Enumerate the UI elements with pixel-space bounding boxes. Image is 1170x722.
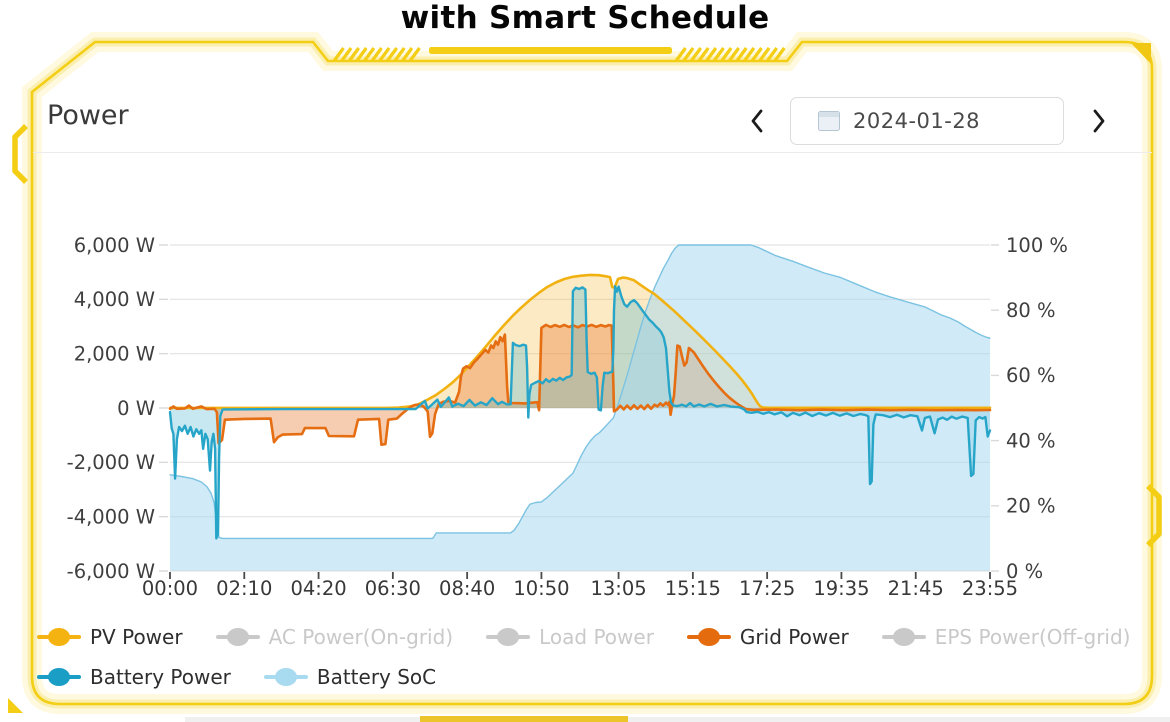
- y-axis-left-label: -4,000 W: [67, 505, 155, 528]
- legend-row-2: Battery Power Battery SoC: [37, 657, 1130, 697]
- y-axis-left-label: 2,000 W: [74, 342, 155, 365]
- grid-power-line: [168, 323, 992, 446]
- legend-marker: [37, 627, 81, 647]
- x-axis-label: 10:50: [513, 577, 569, 600]
- battery-power-line: [168, 285, 992, 540]
- x-axis-label: 19:35: [813, 577, 869, 600]
- legend-pv-power[interactable]: PV Power: [37, 625, 183, 649]
- y-axis-right-label: 100 %: [1006, 234, 1068, 257]
- calendar-icon: [818, 111, 840, 131]
- x-axis-label: 21:45: [888, 577, 944, 600]
- page-title: with Smart Schedule: [400, 0, 770, 36]
- hazard-stripes-left: [332, 47, 421, 62]
- legend-battery-power[interactable]: Battery Power: [37, 665, 231, 689]
- y-axis-left-label: -2,000 W: [67, 451, 155, 474]
- pv-power-line: [168, 273, 992, 410]
- chevron-right-icon: [1093, 109, 1105, 133]
- y-axis-left-label: 4,000 W: [74, 288, 155, 311]
- frame-left-tab: [12, 124, 28, 184]
- series-fills: [170, 245, 990, 571]
- x-axis-label: 15:15: [665, 577, 721, 600]
- legend-marker: [37, 667, 81, 687]
- frame-bottom-triangle: [8, 698, 23, 713]
- y-axis-right-label: 80 %: [1006, 299, 1056, 322]
- header-divider: [33, 152, 1152, 153]
- chart-legend: PV Power AC Power(On-grid) Load Power Grid …: [37, 617, 1130, 697]
- next-day-button[interactable]: [1086, 105, 1112, 137]
- x-axis-label: 13:05: [590, 577, 646, 600]
- legend-load-power[interactable]: Load Power: [486, 625, 654, 649]
- frame-bottom-bar: [420, 716, 628, 722]
- legend-label: Grid Power: [739, 625, 849, 649]
- legend-marker: [486, 627, 531, 647]
- x-axis-label: 08:40: [439, 577, 495, 600]
- series-lines: [168, 244, 992, 540]
- y-axis-right-label: 40 %: [1006, 429, 1056, 452]
- frame-bottom-shadow: [185, 717, 1170, 722]
- x-axis-label: 06:30: [365, 577, 421, 600]
- legend-label: Battery SoC: [316, 665, 437, 689]
- x-axis-label: 17:25: [739, 577, 795, 600]
- legend-label: EPS Power(Off-grid): [934, 625, 1131, 649]
- legend-label: Battery Power: [90, 665, 231, 689]
- frame-outline: [30, 40, 1154, 706]
- legend-marker: [215, 627, 260, 647]
- date-value: 2024-01-28: [853, 109, 981, 133]
- legend-row-1: PV Power AC Power(On-grid) Load Power Grid …: [37, 617, 1130, 657]
- date-picker[interactable]: 2024-01-28: [790, 97, 1064, 145]
- hazard-stripes-right: [674, 47, 786, 62]
- legend-marker: [881, 627, 926, 647]
- pv-power-area: [170, 274, 990, 408]
- legend-label: AC Power(On-grid): [268, 625, 454, 649]
- x-axis-label: 02:10: [216, 577, 272, 600]
- previous-day-button[interactable]: [744, 105, 770, 137]
- frame-right-tab: [1146, 484, 1162, 547]
- y-axis-right-label: 60 %: [1006, 364, 1056, 387]
- y-axis-left-label: 0 W: [117, 397, 155, 420]
- card-heading: Power: [47, 100, 129, 131]
- x-axis-label: 04:20: [290, 577, 346, 600]
- legend-ac-power-on-grid[interactable]: AC Power(On-grid): [215, 625, 454, 649]
- frame-corner-triangle: [1131, 43, 1151, 64]
- y-axis-right-label: 0 %: [1006, 560, 1043, 583]
- frame-top-bar: [429, 47, 672, 54]
- y-axis-right-label: 20 %: [1006, 495, 1056, 518]
- grid-power-area: [170, 324, 990, 445]
- legend-marker: [686, 627, 731, 647]
- y-axis-left-label: -6,000 W: [67, 560, 155, 583]
- battery-soc-area: [170, 245, 990, 571]
- legend-marker: [263, 667, 308, 687]
- x-axis-label: 00:00: [142, 577, 198, 600]
- x-axis-label: 23:55: [962, 577, 1018, 600]
- legend-label: Load Power: [539, 625, 654, 649]
- legend-eps-power-off-grid[interactable]: EPS Power(Off-grid): [881, 625, 1131, 649]
- legend-grid-power[interactable]: Grid Power: [686, 625, 849, 649]
- y-axis-left-label: 6,000 W: [74, 234, 155, 257]
- legend-label: PV Power: [90, 625, 183, 649]
- battery-soc-line: [169, 244, 991, 540]
- legend-battery-soc[interactable]: Battery SoC: [263, 665, 437, 689]
- chevron-left-icon: [751, 109, 763, 133]
